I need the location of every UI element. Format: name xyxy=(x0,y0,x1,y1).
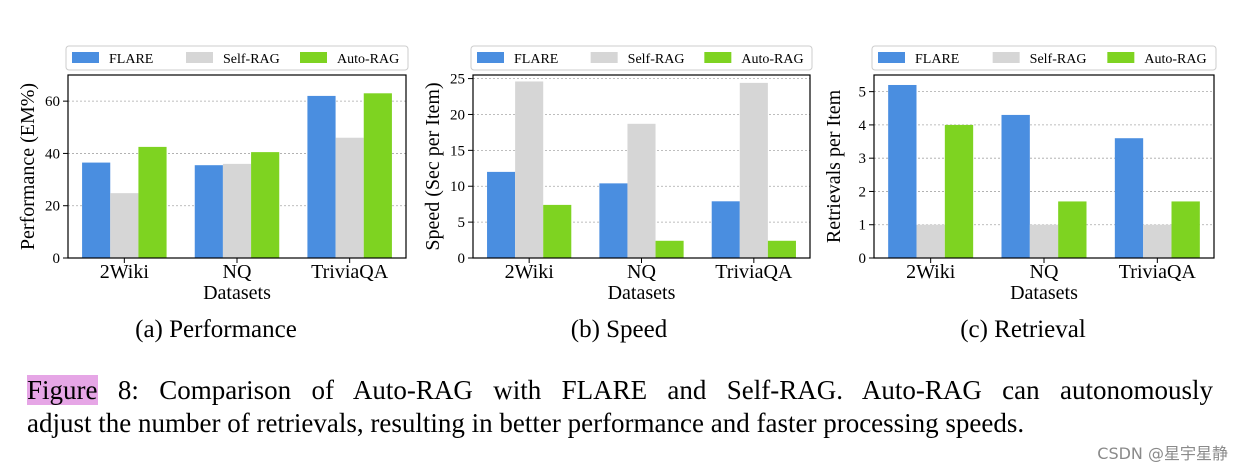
bar-self-rag-nq xyxy=(627,123,656,258)
bar-self-rag-triviaqa xyxy=(1143,224,1172,258)
chart-panel-2: 0 5 10 15 20 25 2Wiki NQ TriviaQA Datasets Speed (… xyxy=(422,45,813,343)
y-axis-label: Performance (EM%) xyxy=(17,83,39,250)
bar-flare-triviaqa xyxy=(1114,138,1144,258)
bar-flare-2wiki xyxy=(487,171,516,258)
legend-label-flare: FLARE xyxy=(915,52,959,67)
legend-swatch-flare xyxy=(878,52,905,63)
panel-caption: (c) Retrieval xyxy=(960,316,1086,343)
y-tick-label: 2 xyxy=(859,184,867,200)
y-axis-label: Retrievals per Item xyxy=(823,89,845,243)
chart-panel-3: 0 1 2 3 4 5 2Wiki NQ TriviaQA Datasets Retrievals … xyxy=(823,45,1217,343)
x-tick-label: NQ xyxy=(223,261,252,283)
bar-auto-rag-nq xyxy=(655,240,684,258)
x-axis-label: Datasets xyxy=(1010,282,1078,304)
y-tick-label: 20 xyxy=(45,199,60,215)
y-tick-label: 20 xyxy=(450,107,465,123)
legend-label-auto-rag: Auto-RAG xyxy=(741,52,803,67)
bar-flare-nq xyxy=(599,183,628,258)
bar-auto-rag-nq xyxy=(1058,201,1087,258)
legend-label-self-rag: Self-RAG xyxy=(628,52,685,67)
legend-swatch-flare xyxy=(72,52,99,63)
legend-label-auto-rag: Auto-RAG xyxy=(337,52,399,67)
bar-auto-rag-triviaqa xyxy=(1171,201,1200,258)
x-tick-label: TriviaQA xyxy=(1119,261,1197,283)
bar-auto-rag-triviaqa xyxy=(363,93,392,258)
legend-swatch-self-rag xyxy=(590,52,618,63)
y-tick-label: 10 xyxy=(450,179,465,195)
bar-self-rag-2wiki xyxy=(110,193,139,258)
bar-auto-rag-2wiki xyxy=(138,146,167,258)
x-tick-label: NQ xyxy=(1030,261,1059,283)
legend-swatch-self-rag xyxy=(186,52,213,63)
bar-flare-nq xyxy=(1001,114,1030,258)
watermark: CSDN @星宇星静 xyxy=(1097,444,1228,463)
x-tick-label: NQ xyxy=(627,261,656,283)
legend-label-auto-rag: Auto-RAG xyxy=(1144,52,1206,67)
bar-self-rag-2wiki xyxy=(515,81,544,258)
legend-swatch-self-rag xyxy=(992,52,1020,63)
bar-flare-nq xyxy=(194,165,223,258)
bar-self-rag-nq xyxy=(222,163,252,258)
legend-swatch-auto-rag xyxy=(704,52,732,63)
y-tick-label: 40 xyxy=(45,146,60,162)
bar-self-rag-2wiki xyxy=(916,224,945,258)
bar-self-rag-triviaqa xyxy=(739,82,768,258)
legend-swatch-auto-rag xyxy=(1107,52,1135,63)
bar-flare-2wiki xyxy=(888,84,917,259)
figure-word-highlight: Figure xyxy=(27,375,98,405)
y-tick-label: 3 xyxy=(859,151,867,167)
panel-caption: (a) Performance xyxy=(135,316,297,343)
bar-flare-triviaqa xyxy=(307,95,336,259)
bar-auto-rag-2wiki xyxy=(543,204,572,258)
y-tick-label: 0 xyxy=(53,251,61,267)
x-axis-label: Datasets xyxy=(203,282,271,304)
x-tick-label: 2Wiki xyxy=(906,261,956,283)
legend-label-self-rag: Self-RAG xyxy=(1030,52,1087,67)
legend-label-self-rag: Self-RAG xyxy=(223,52,280,67)
y-tick-label: 0 xyxy=(859,251,867,267)
y-tick-label: 5 xyxy=(859,85,867,101)
legend-label-flare: FLARE xyxy=(109,52,153,67)
y-tick-label: 15 xyxy=(450,143,465,159)
bar-auto-rag-2wiki xyxy=(944,124,974,258)
y-axis-label: Speed (Sec per Item) xyxy=(422,82,444,250)
bar-auto-rag-nq xyxy=(251,152,280,258)
x-tick-label: TriviaQA xyxy=(715,261,793,283)
caption-text-1: 8: Comparison of Auto-RAG with FLARE and… xyxy=(97,375,1213,405)
bar-auto-rag-triviaqa xyxy=(767,240,796,258)
y-tick-label: 5 xyxy=(458,215,466,231)
y-tick-label: 60 xyxy=(45,94,60,110)
bar-self-rag-triviaqa xyxy=(335,137,364,258)
figure-caption-line-1: Figure 8: Comparison of Auto-RAG with FL… xyxy=(27,374,1213,406)
y-tick-label: 25 xyxy=(450,72,465,88)
y-tick-label: 4 xyxy=(859,118,867,134)
panel-caption: (b) Speed xyxy=(571,316,668,343)
x-axis-label: Datasets xyxy=(608,282,676,304)
chart-panel-1: 0 20 40 60 2Wiki NQ TriviaQA Datasets Performanc… xyxy=(17,45,409,343)
bar-flare-triviaqa xyxy=(711,201,740,258)
x-tick-label: TriviaQA xyxy=(311,261,389,283)
bar-self-rag-nq xyxy=(1029,224,1059,258)
figure-caption-line-2: adjust the number of retrievals, resulti… xyxy=(27,408,1025,438)
x-tick-label: 2Wiki xyxy=(505,261,555,283)
bar-flare-2wiki xyxy=(82,162,111,258)
y-tick-label: 1 xyxy=(859,218,867,234)
x-tick-label: 2Wiki xyxy=(100,261,150,283)
y-tick-label: 0 xyxy=(458,251,466,267)
legend-swatch-auto-rag xyxy=(300,52,327,63)
legend-label-flare: FLARE xyxy=(514,52,558,67)
legend-swatch-flare xyxy=(477,52,504,63)
